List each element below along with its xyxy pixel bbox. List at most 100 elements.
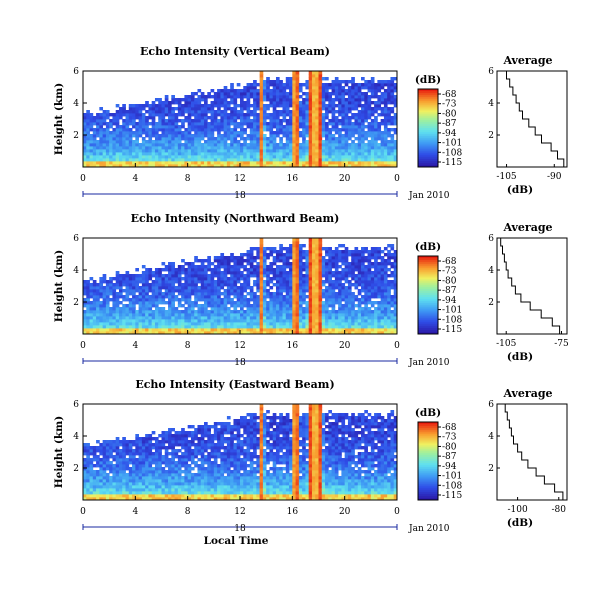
heatmap-cell <box>357 301 362 305</box>
heatmap-cell <box>204 146 208 150</box>
heatmap-cell <box>279 319 283 323</box>
heatmap-cell <box>230 155 234 159</box>
heatmap-cell <box>171 164 175 168</box>
heatmap-cell <box>374 253 378 257</box>
heatmap-cell <box>259 298 264 302</box>
heatmap-cell <box>275 328 280 332</box>
heatmap-cell <box>364 301 368 305</box>
heatmap-cell <box>194 319 198 323</box>
heatmap-cell <box>380 98 385 102</box>
heatmap-cell <box>151 140 156 144</box>
heatmap-cell <box>282 98 287 102</box>
heatmap-cell <box>158 289 162 293</box>
heatmap-cell <box>204 152 208 156</box>
heatmap-cell <box>275 268 280 272</box>
heatmap-cell <box>367 265 372 269</box>
heatmap-cell <box>364 310 368 314</box>
heatmap-cell <box>380 256 385 260</box>
heatmap-cell <box>305 110 310 114</box>
heatmap-cell <box>289 155 293 159</box>
heatmap-cell <box>272 161 277 165</box>
heatmap-cell <box>367 295 372 299</box>
heatmap-cell <box>89 461 94 465</box>
heatmap-cell <box>92 289 97 293</box>
heatmap-cell <box>112 116 117 120</box>
heatmap-cell <box>240 113 244 117</box>
heatmap-cell <box>292 164 296 168</box>
heatmap-cell <box>233 140 238 144</box>
heatmap-cell <box>334 143 339 147</box>
heatmap-cell <box>236 271 241 275</box>
heatmap-cell <box>92 482 97 486</box>
heatmap-cell <box>315 259 319 263</box>
colorbar-segment <box>418 279 438 282</box>
heatmap-cell <box>292 304 296 308</box>
heatmap-cell <box>151 280 156 284</box>
heatmap-cell <box>223 134 228 138</box>
heatmap-cell <box>308 319 313 323</box>
heatmap-cell <box>380 92 385 96</box>
heatmap-cell <box>99 470 104 474</box>
heatmap-cell <box>259 110 264 114</box>
colorbar-segment <box>418 277 438 280</box>
heatmap-cell <box>357 137 362 141</box>
heatmap-cell <box>246 116 251 120</box>
heatmap-cell <box>246 125 251 129</box>
heatmap-cell <box>223 122 228 126</box>
heatmap-cell <box>377 331 382 335</box>
heatmap-cell <box>92 295 97 299</box>
heatmap-cell <box>184 98 189 102</box>
heatmap-cell <box>367 158 372 162</box>
heatmap-cell <box>194 110 198 114</box>
heatmap-cell <box>308 271 313 275</box>
heatmap-cell <box>174 125 179 129</box>
heatmap-cell <box>364 280 368 284</box>
heatmap-cell <box>115 298 120 302</box>
heatmap-cell <box>138 110 143 114</box>
heatmap-cell <box>207 137 211 141</box>
heatmap-cell <box>285 331 290 335</box>
heatmap-cell <box>253 325 257 329</box>
heatmap-cell <box>262 113 267 117</box>
heatmap-cell <box>132 149 136 153</box>
heatmap-cell <box>220 101 225 105</box>
heatmap-cell <box>289 322 293 326</box>
heatmap-cell <box>105 286 110 290</box>
heatmap-cell <box>96 152 100 156</box>
heatmap-cell <box>204 155 208 159</box>
heatmap-cell <box>226 125 231 129</box>
heatmap-cell <box>102 155 107 159</box>
heatmap-cell <box>269 268 274 272</box>
heatmap-cell <box>164 268 169 272</box>
heatmap-cell <box>109 319 113 323</box>
heatmap-cell <box>331 289 336 293</box>
heatmap-cell <box>315 110 319 114</box>
heatmap-cell <box>308 110 313 114</box>
heatmap-cell <box>243 310 247 314</box>
heatmap-cell <box>338 113 342 117</box>
heatmap-cell <box>125 271 130 275</box>
colorbar-tick-label: -101 <box>442 306 462 316</box>
heatmap-cell <box>259 155 264 159</box>
heatmap-cell <box>141 113 146 117</box>
heatmap-cell <box>292 83 296 87</box>
heatmap-cell <box>334 298 339 302</box>
heatmap-cell <box>213 313 218 317</box>
heatmap-cell <box>292 98 296 102</box>
heatmap-cell <box>105 449 110 453</box>
heatmap-cell <box>387 286 391 290</box>
heatmap-cell <box>138 319 143 323</box>
heatmap-cell <box>308 274 313 278</box>
heatmap-cell <box>344 140 349 144</box>
heatmap-cell <box>190 104 195 108</box>
heatmap-cell <box>266 125 270 129</box>
heatmap-cell <box>207 92 211 96</box>
colorbar-tick-label: -80 <box>442 109 457 119</box>
heatmap-cell <box>344 292 349 296</box>
heatmap-cell <box>341 256 346 260</box>
heatmap-cell <box>83 316 87 320</box>
heatmap-cell <box>171 274 175 278</box>
heatmap-cell <box>370 101 375 105</box>
heatmap-cell <box>194 107 198 111</box>
heatmap-cell <box>282 331 287 335</box>
